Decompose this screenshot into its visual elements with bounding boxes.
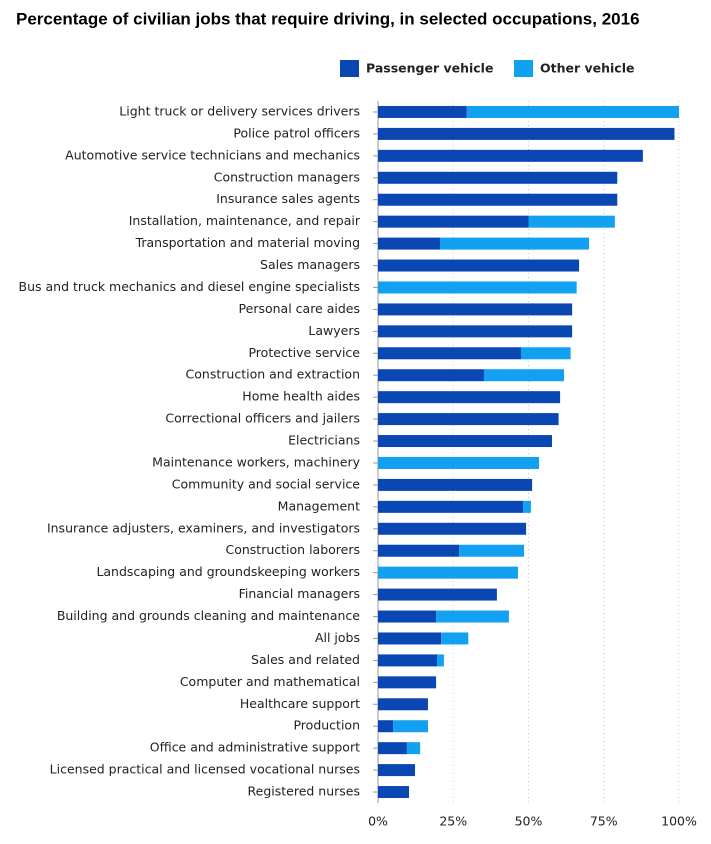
- y-tick-label: Registered nurses: [248, 784, 361, 799]
- bar: [378, 215, 529, 228]
- bar: [378, 325, 573, 338]
- x-tick-label: 75%: [590, 814, 618, 829]
- bar: [441, 632, 469, 645]
- y-tick-label: Police patrol officers: [233, 125, 360, 140]
- bar: [466, 105, 679, 118]
- bar: [378, 281, 577, 294]
- bar: [378, 435, 552, 448]
- y-tick-label: Correctional officers and jailers: [165, 411, 360, 426]
- bar: [378, 676, 437, 689]
- y-tick-label: Computer and mathematical: [180, 674, 360, 689]
- bar: [378, 654, 437, 667]
- y-tick-label: Building and grounds cleaning and mainte…: [57, 608, 360, 623]
- bar: [483, 369, 565, 382]
- bar: [378, 610, 437, 623]
- y-tick-label: Installation, maintenance, and repair: [129, 213, 361, 228]
- bar: [528, 215, 615, 228]
- y-tick-label: Home health aides: [242, 389, 360, 404]
- y-tick-label: Landscaping and groundskeeping workers: [96, 564, 360, 579]
- bar: [393, 720, 428, 733]
- y-tick-label: Insurance adjusters, examiners, and inve…: [47, 520, 360, 535]
- bar: [378, 456, 540, 469]
- y-tick-label: Maintenance workers, machinery: [152, 454, 360, 469]
- y-tick-label: Protective service: [248, 345, 360, 360]
- y-tick-label: Financial managers: [239, 586, 360, 601]
- y-tick-label: Bus and truck mechanics and diesel engin…: [19, 279, 360, 294]
- y-tick-label: Transportation and material moving: [135, 235, 360, 250]
- bar: [378, 171, 618, 184]
- bar: [378, 632, 442, 645]
- bar: [378, 391, 561, 404]
- y-tick-label: Automotive service technicians and mecha…: [65, 147, 360, 162]
- y-tick-label: Lawyers: [308, 323, 360, 338]
- bar: [436, 654, 444, 667]
- bar: [378, 127, 675, 140]
- y-tick-label: Personal care aides: [239, 301, 360, 316]
- bar: [440, 237, 590, 250]
- bar: [378, 303, 573, 316]
- bar: [378, 742, 407, 755]
- y-tick-label: Construction laborers: [226, 542, 361, 557]
- y-tick-label: Community and social service: [172, 476, 361, 491]
- y-tick-label: Licensed practical and licensed vocation…: [50, 762, 360, 777]
- bar: [378, 544, 460, 557]
- bar: [378, 149, 643, 162]
- bar: [459, 544, 524, 557]
- legend-swatch: [340, 60, 359, 77]
- bar: [378, 369, 484, 382]
- bar: [378, 347, 521, 360]
- y-tick-label: Construction and extraction: [186, 367, 360, 382]
- legend-label: Passenger vehicle: [366, 61, 493, 76]
- bar: [378, 105, 467, 118]
- bar: [406, 742, 421, 755]
- bar: [378, 413, 559, 426]
- chart-title: Percentage of civilian jobs that require…: [16, 9, 640, 28]
- y-tick-label: Light truck or delivery services drivers: [119, 103, 360, 118]
- bar: [378, 259, 580, 272]
- bar: [378, 764, 416, 777]
- y-tick-label: Sales and related: [251, 652, 360, 667]
- bar: [523, 500, 531, 513]
- bar: [378, 522, 527, 535]
- bar: [378, 193, 618, 206]
- y-tick-label: Construction managers: [214, 169, 360, 184]
- y-tick-label: Sales managers: [260, 257, 360, 272]
- x-tick-label: 50%: [515, 814, 543, 829]
- x-tick-label: 25%: [439, 814, 467, 829]
- bar: [378, 698, 428, 711]
- y-tick-label: Office and administrative support: [150, 740, 360, 755]
- bar: [436, 610, 509, 623]
- y-tick-label: Insurance sales agents: [216, 191, 360, 206]
- x-tick-label: 0%: [368, 814, 388, 829]
- y-tick-label: Electricians: [288, 433, 360, 448]
- bar: [378, 588, 497, 601]
- bar: [378, 478, 533, 491]
- y-tick-label: Management: [278, 498, 360, 513]
- legend-swatch: [514, 60, 533, 77]
- bar: [378, 786, 410, 799]
- x-tick-label: 100%: [661, 814, 697, 829]
- bar: [378, 237, 441, 250]
- y-tick-label: Healthcare support: [240, 696, 360, 711]
- bar: [520, 347, 571, 360]
- bar: [378, 500, 524, 513]
- y-tick-label: Production: [293, 718, 360, 733]
- legend-label: Other vehicle: [540, 61, 634, 76]
- y-tick-label: All jobs: [315, 630, 360, 645]
- bar: [378, 566, 518, 579]
- bar: [378, 720, 394, 733]
